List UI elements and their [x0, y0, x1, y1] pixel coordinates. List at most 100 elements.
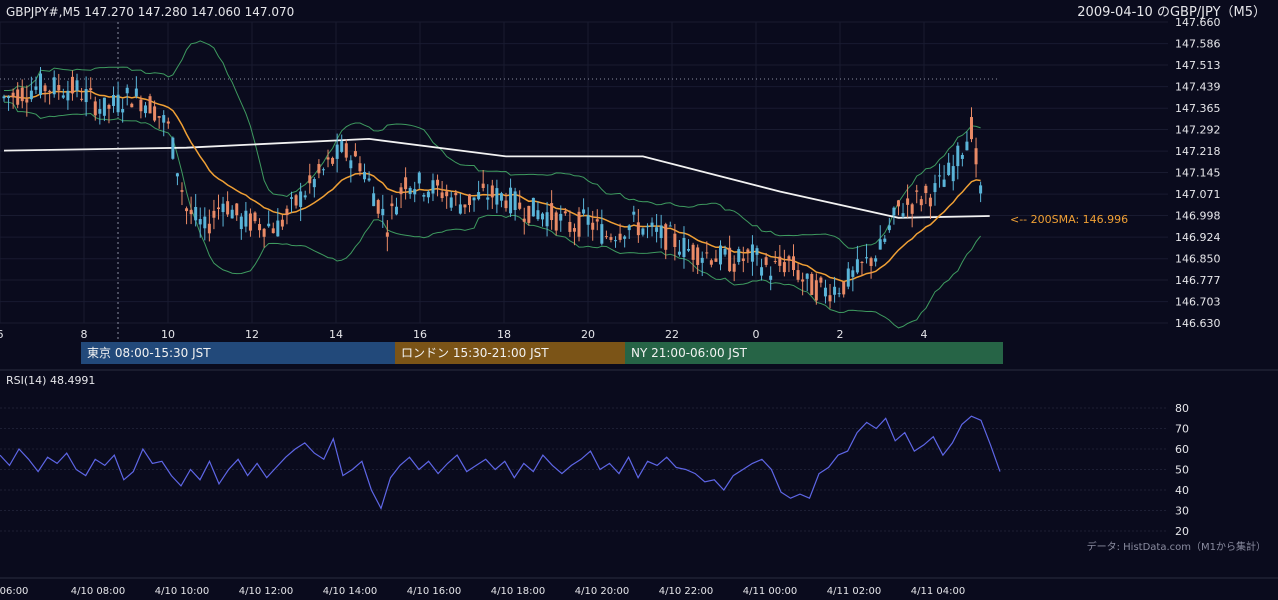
price-tick-label: 147.071	[1175, 188, 1221, 201]
candle-body	[942, 179, 946, 187]
candle-body	[865, 257, 869, 259]
candle-body	[718, 245, 722, 265]
candle-body	[541, 213, 545, 220]
candle-body	[623, 236, 627, 239]
candle-body	[769, 275, 773, 280]
candle-body	[572, 228, 576, 232]
hour-tick-label: 14	[329, 328, 343, 341]
candle-body	[522, 218, 526, 222]
candle-body	[632, 211, 636, 215]
candle-body	[116, 94, 120, 113]
candle-body	[833, 286, 837, 295]
hour-tick-label: 2	[837, 328, 844, 341]
price-tick-label: 147.439	[1175, 81, 1221, 94]
candle-body	[61, 95, 65, 98]
candle-body	[846, 268, 850, 287]
candle-body	[636, 222, 640, 236]
candle-body	[358, 163, 362, 172]
candle-body	[750, 244, 754, 262]
candle-body	[960, 154, 964, 159]
price-tick-label: 147.513	[1175, 59, 1221, 72]
candle-body	[696, 247, 700, 265]
candle-body	[89, 88, 93, 90]
candle-body	[262, 228, 266, 237]
candle-body	[928, 197, 932, 207]
candle-body	[226, 201, 230, 215]
candle-body	[2, 96, 6, 99]
candle-body	[198, 219, 202, 225]
candle-body	[481, 183, 485, 189]
time-tick-label: 4/10 14:00	[323, 586, 377, 597]
candle-body	[778, 256, 782, 266]
candle-body	[404, 177, 408, 190]
candle-body	[582, 209, 586, 214]
candle-body	[878, 239, 882, 250]
price-axis: 147.660 147.586 147.513 147.439 147.365 147.2…	[1175, 16, 1221, 330]
candle-body	[467, 194, 471, 205]
rsi-tick-label: 20	[1175, 525, 1189, 538]
source-note: データ: HistData.com（M1から集計）	[1087, 540, 1266, 553]
candle-body	[276, 220, 280, 237]
candle-body	[25, 99, 29, 103]
candle-body	[454, 192, 458, 196]
candle-body	[171, 137, 175, 159]
hour-tick-label: 22	[665, 328, 679, 341]
candle-body	[235, 203, 239, 216]
candle-body	[668, 225, 672, 227]
candle-body	[965, 141, 969, 151]
candle-body	[308, 175, 312, 184]
candle-body	[782, 262, 786, 273]
hour-tick-label: 18	[497, 328, 511, 341]
candle-body	[874, 258, 878, 262]
candle-body	[938, 175, 942, 177]
price-tick-label: 147.660	[1175, 16, 1221, 29]
chart-title: 2009-04-10 のGBP/JPY（M5）	[1077, 5, 1266, 20]
hour-tick-label: 20	[581, 328, 595, 341]
candle-body	[495, 188, 499, 205]
candle-body	[691, 244, 695, 260]
candle-body	[472, 197, 476, 201]
candle-body	[969, 117, 973, 140]
candle-body	[399, 187, 403, 195]
bollinger-lower	[4, 101, 981, 329]
candle-body	[426, 191, 430, 198]
candle-body	[951, 166, 955, 182]
price-tick-label: 147.218	[1175, 145, 1221, 158]
candle-body	[363, 171, 367, 180]
candle-body	[883, 238, 887, 242]
candle-body	[436, 179, 440, 186]
candle-body	[559, 213, 563, 221]
time-tick-label: 06:00	[0, 586, 28, 597]
candle-body	[80, 98, 84, 100]
candle-body	[527, 205, 531, 223]
ma-label: <-- 200SMA: 146.996	[1010, 213, 1128, 226]
rsi-tick-label: 40	[1175, 484, 1189, 497]
candle-body	[814, 280, 818, 301]
candle-body	[244, 210, 248, 227]
candle-body	[57, 85, 61, 91]
session-tokyo: 東京 08:00-15:30 JST	[81, 342, 395, 364]
candle-body	[48, 90, 52, 92]
candle-body	[545, 212, 549, 227]
candle-body	[737, 249, 741, 263]
candle-body	[463, 204, 467, 208]
hour-tick-label: 6	[0, 328, 4, 341]
candle-body	[627, 225, 631, 231]
candle-body	[604, 236, 608, 238]
candle-body	[595, 219, 599, 222]
time-tick-label: 4/10 10:00	[155, 586, 209, 597]
candle-body	[408, 187, 412, 195]
candle-body	[280, 219, 284, 227]
candle-body	[910, 204, 914, 214]
candle-body	[294, 195, 298, 206]
candle-body	[367, 178, 371, 181]
time-tick-label: 4/10 16:00	[407, 586, 461, 597]
price-tick-label: 146.924	[1175, 231, 1221, 244]
candle-body	[687, 249, 691, 251]
candle-body	[331, 157, 335, 164]
candle-body	[321, 169, 325, 171]
candle-body	[449, 197, 453, 208]
symbol-info: GBPJPY#,M5 147.270 147.280 147.060 147.0…	[6, 5, 294, 19]
candle-body	[709, 260, 713, 265]
candle-body	[29, 90, 33, 100]
